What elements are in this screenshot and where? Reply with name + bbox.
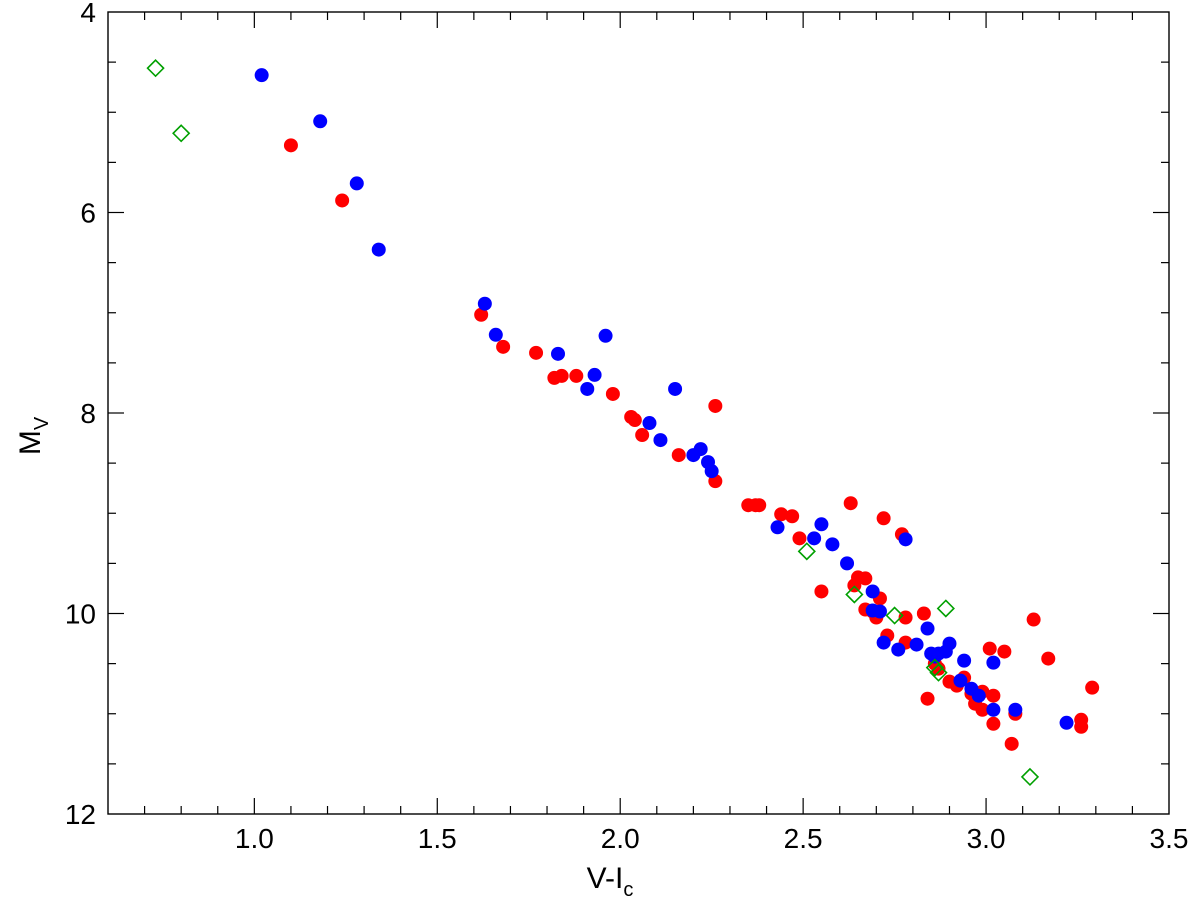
data-point-circle: [580, 381, 595, 396]
data-point-circle: [1026, 612, 1041, 627]
data-point-circle: [598, 328, 613, 343]
data-points: [146, 59, 1100, 787]
data-point-circle: [283, 138, 298, 153]
data-point-circle: [1008, 702, 1023, 717]
data-point-diamond: [885, 606, 904, 625]
data-point-circle: [825, 537, 840, 552]
data-point-circle: [693, 442, 708, 457]
y-tick-label: 12: [65, 799, 96, 830]
data-point-diamond: [146, 59, 165, 78]
data-point-circle: [774, 507, 789, 522]
data-point-circle: [770, 520, 785, 535]
data-point-circle: [997, 644, 1012, 659]
data-point-diamond: [797, 542, 816, 561]
data-point-circle: [1004, 736, 1019, 751]
x-tick-labels: 1.0 1.5 2.0 2.5 3.0 3.5: [235, 823, 1189, 854]
data-point-circle: [909, 637, 924, 652]
data-point-diamond: [929, 663, 948, 682]
data-point-circle: [708, 398, 723, 413]
data-point-diamond: [1020, 767, 1040, 787]
data-point-circle: [986, 688, 1001, 703]
data-point-circle: [529, 345, 544, 360]
data-point-circle: [953, 673, 968, 688]
data-point-circle: [349, 176, 364, 191]
data-point-circle: [551, 346, 566, 361]
data-point-circle: [635, 428, 650, 443]
data-point-circle: [1041, 651, 1056, 666]
data-point-circle: [752, 498, 767, 513]
data-point-circle: [668, 381, 683, 396]
data-point-circle: [916, 606, 931, 621]
x-tick-label: 3.5: [1150, 823, 1189, 854]
data-point-circle: [477, 296, 492, 311]
data-point-circle: [986, 702, 1001, 717]
data-point-circle: [843, 496, 858, 511]
data-point-circle: [891, 642, 906, 657]
data-point-circle: [865, 584, 880, 599]
data-point-circle: [986, 655, 1001, 670]
data-point-circle: [920, 621, 935, 636]
data-point-circle: [807, 531, 822, 546]
data-point-circle: [313, 114, 328, 129]
data-point-diamond: [925, 658, 944, 677]
x-tick-label: 2.5: [784, 823, 823, 854]
data-point-circle: [858, 571, 873, 586]
data-point-circle: [335, 193, 350, 208]
data-point-circle: [942, 636, 957, 651]
data-point-circle: [971, 688, 986, 703]
data-point-circle: [814, 584, 829, 599]
y-tick-label: 8: [80, 398, 96, 429]
series-1: [254, 68, 1074, 730]
y-tick-label: 6: [80, 198, 96, 229]
data-point-circle: [569, 368, 584, 383]
data-point-circle: [627, 413, 642, 428]
axis-ticks: [108, 12, 1169, 814]
data-point-circle: [975, 702, 990, 717]
data-point-circle: [554, 368, 569, 383]
data-point-circle: [986, 716, 1001, 731]
y-tick-labels: 4 6 8 10 12: [65, 0, 96, 830]
data-point-circle: [872, 604, 887, 619]
data-point-circle: [840, 556, 855, 571]
data-point-circle: [876, 511, 891, 526]
data-point-circle: [931, 661, 946, 676]
series-2: [146, 59, 1040, 787]
data-point-circle: [605, 386, 620, 401]
series-0: [283, 138, 1100, 751]
data-point-circle: [254, 68, 269, 83]
data-point-circle: [920, 691, 935, 706]
x-tick-label: 2.0: [601, 823, 640, 854]
y-tick-label: 4: [80, 0, 96, 28]
data-point-circle: [876, 635, 891, 650]
data-point-diamond: [172, 124, 191, 143]
data-point-circle: [1059, 715, 1074, 730]
x-axis-title: V-Ic: [587, 862, 634, 901]
data-point-circle: [371, 242, 386, 257]
data-point-circle: [792, 531, 807, 546]
data-point-circle: [814, 517, 829, 532]
y-tick-label: 10: [65, 599, 96, 630]
data-point-circle: [642, 416, 657, 431]
data-point-circle: [653, 433, 668, 448]
data-point-circle: [1085, 680, 1100, 695]
data-point-circle: [898, 532, 913, 547]
plot-frame: [107, 11, 1170, 815]
data-point-circle: [671, 448, 686, 463]
data-point-circle: [1074, 719, 1089, 734]
data-point-diamond: [845, 585, 864, 604]
data-point-circle: [785, 509, 800, 524]
data-point-circle: [957, 653, 972, 668]
data-point-circle: [488, 327, 503, 342]
data-point-circle: [587, 367, 602, 382]
data-point-circle: [474, 307, 489, 322]
data-point-circle: [496, 339, 511, 354]
x-tick-label: 1.5: [418, 823, 457, 854]
data-point-diamond: [936, 599, 955, 618]
data-point-circle: [982, 641, 997, 656]
y-axis-title: MV: [14, 416, 53, 455]
data-point-circle: [704, 464, 719, 479]
x-tick-label: 1.0: [235, 823, 274, 854]
x-tick-label: 3.0: [967, 823, 1006, 854]
